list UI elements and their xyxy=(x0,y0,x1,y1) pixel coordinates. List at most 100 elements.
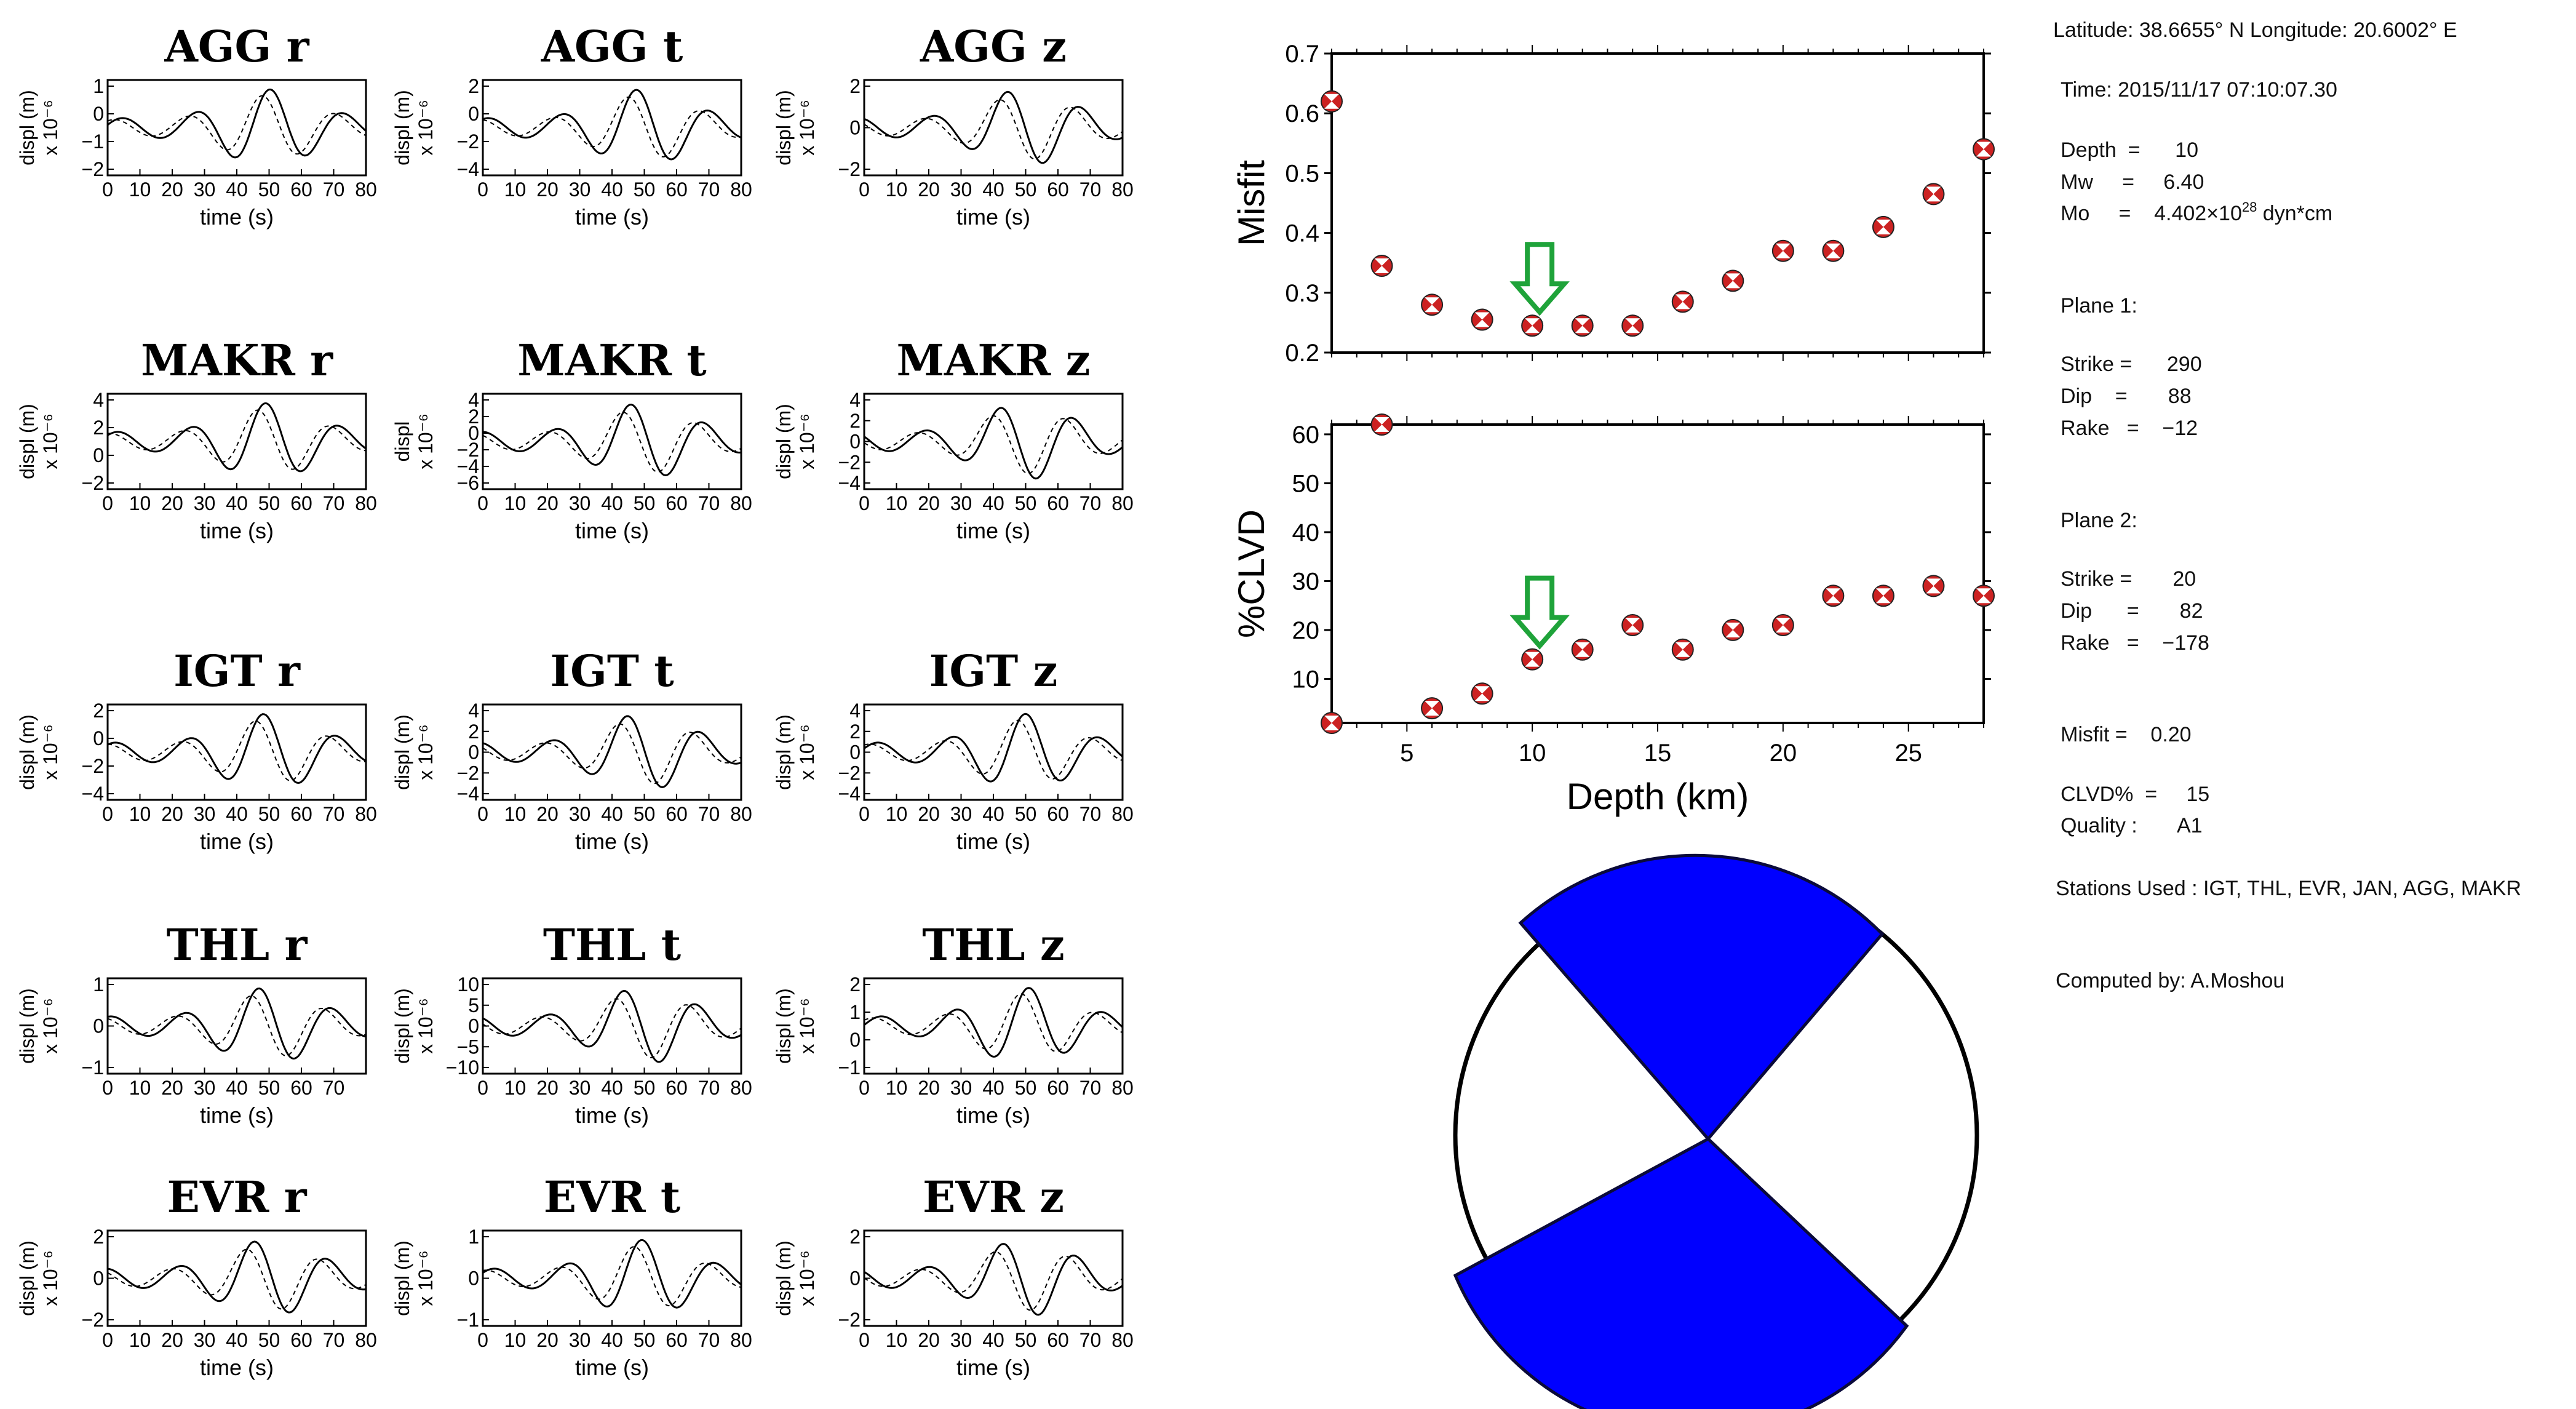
depth-solution-point xyxy=(1671,638,1694,661)
waveform-ytick-label: −1 xyxy=(457,1309,479,1331)
waveform-title: AGG z xyxy=(920,21,1067,72)
point-mechanism-dilatation xyxy=(1675,294,1690,309)
waveform-title: MAKR r xyxy=(141,335,333,386)
point-mechanism-dilatation xyxy=(1474,686,1490,701)
waveform-xtick-label: 70 xyxy=(1079,803,1102,825)
waveform-xlabel: time (s) xyxy=(956,1355,1030,1380)
waveform-observed-trace xyxy=(864,712,1123,783)
waveform-xtick-label: 10 xyxy=(129,178,151,201)
waveform-xtick-label: 80 xyxy=(355,492,377,514)
waveform-xtick-label: 40 xyxy=(601,178,623,201)
waveform-xtick-label: 30 xyxy=(194,1077,216,1099)
info-computed-by: Computed by: A.Moshou xyxy=(2056,969,2284,992)
info-plane1-title: Plane 1: xyxy=(2061,294,2137,317)
waveform-xtick-label: 70 xyxy=(323,178,345,201)
waveform-xtick-label: 70 xyxy=(1079,1077,1102,1099)
waveform-yscale: x 10⁻⁶ xyxy=(415,100,437,156)
depth-solution-point xyxy=(1822,585,1845,607)
waveform-ytick-label: −2 xyxy=(82,755,104,777)
waveform-frame xyxy=(863,703,1124,801)
waveform-xtick-label: 70 xyxy=(698,803,720,825)
waveform-xtick-label: 60 xyxy=(290,492,312,514)
y-tick-label: 0.5 xyxy=(1285,160,1319,187)
waveform-frame xyxy=(482,79,742,177)
waveform-observed-trace xyxy=(864,407,1123,480)
waveform-ytick-label: −4 xyxy=(838,783,861,805)
depth-solution-point xyxy=(1421,697,1444,720)
waveform-title: IGT r xyxy=(173,645,301,697)
waveform-xtick-label: 0 xyxy=(102,1329,113,1351)
y-axis-label: Misfit xyxy=(1231,160,1272,246)
y-axis-label: %CLVD xyxy=(1231,509,1272,638)
waveform-xtick-label: 50 xyxy=(258,803,280,825)
point-mechanism-dilatation xyxy=(1775,243,1791,258)
waveform-xtick-label: 10 xyxy=(129,803,151,825)
waveform-ytick-label: −2 xyxy=(82,1309,104,1331)
depth-solution-point xyxy=(1571,638,1594,661)
waveform-ytick-label: 2 xyxy=(93,417,104,439)
waveform-xtick-label: 30 xyxy=(194,178,216,201)
waveform-title: MAKR z xyxy=(897,335,1091,386)
waveform-ylabel: displ (m) xyxy=(391,90,413,166)
waveform-xtick-label: 30 xyxy=(194,1329,216,1351)
waveform-ytick-label: 0 xyxy=(468,1015,479,1037)
y-tick-label: 50 xyxy=(1292,470,1320,497)
info-quality: Quality : A1 xyxy=(2061,814,2203,837)
waveform-xtick-label: 0 xyxy=(859,803,870,825)
waveform-xlabel: time (s) xyxy=(200,829,274,854)
waveform-yscale: x 10⁻⁶ xyxy=(415,724,437,780)
depth-solution-point xyxy=(1521,314,1544,337)
waveform-frame xyxy=(106,977,367,1075)
waveform-xtick-label: 20 xyxy=(161,1077,183,1099)
waveform-xtick-label: 30 xyxy=(569,492,591,514)
waveform-ylabel: displ (m) xyxy=(773,714,795,790)
waveform-synthetic-trace xyxy=(482,411,742,473)
waveform-xtick-label: 10 xyxy=(886,1077,908,1099)
waveform-xtick-label: 50 xyxy=(634,1329,656,1351)
depth-solution-point xyxy=(1771,239,1794,262)
waveform-synthetic-trace xyxy=(864,415,1123,474)
waveform-observed-trace xyxy=(482,715,742,788)
waveform-ytick-label: −5 xyxy=(457,1036,479,1058)
waveform-frame xyxy=(863,1229,1124,1327)
waveform-xtick-label: 0 xyxy=(102,178,113,201)
y-tick-label: 20 xyxy=(1292,617,1320,644)
x-tick-label: 20 xyxy=(1770,740,1797,767)
waveform-title: AGG r xyxy=(164,21,309,72)
waveform-xtick-label: 0 xyxy=(102,1077,113,1099)
waveform-ytick-label: −1 xyxy=(82,1056,104,1079)
waveform-ytick-label: 0 xyxy=(93,1267,104,1290)
waveform-observed-trace xyxy=(482,404,742,477)
waveform-xtick-label: 20 xyxy=(161,803,183,825)
waveform-xlabel: time (s) xyxy=(200,1103,274,1128)
waveform-xtick-label: 60 xyxy=(666,803,688,825)
waveform-ytick-label: 0 xyxy=(468,1267,479,1290)
point-mechanism-dilatation xyxy=(1625,318,1640,333)
waveform-title: EVR r xyxy=(167,1172,307,1223)
waveform-ylabel: displ (m) xyxy=(16,90,38,166)
depth-solution-point xyxy=(1421,293,1444,316)
waveform-ytick-label: 0 xyxy=(93,103,104,125)
waveform-ylabel: displ (m) xyxy=(773,404,795,479)
waveform-frame xyxy=(482,703,742,801)
point-mechanism-dilatation xyxy=(1425,701,1440,716)
waveform-xlabel: time (s) xyxy=(200,1355,274,1380)
waveform-frame xyxy=(482,1229,742,1327)
info-plane1-strike: Strike = 290 xyxy=(2061,353,2202,376)
waveform-synthetic-trace xyxy=(107,1248,367,1310)
depth-solution-point xyxy=(1621,613,1644,636)
waveform-xtick-label: 10 xyxy=(886,178,908,201)
depth-solution-point xyxy=(1922,575,1945,597)
waveform-xtick-label: 60 xyxy=(1047,1329,1069,1351)
waveform-ytick-label: 1 xyxy=(468,1226,479,1248)
waveform-xtick-label: 80 xyxy=(1111,1329,1134,1351)
waveform-ytick-label: −2 xyxy=(838,762,861,784)
waveform-xtick-label: 30 xyxy=(569,803,591,825)
waveform-ytick-label: 0 xyxy=(849,741,861,764)
waveform-synthetic-trace xyxy=(482,998,742,1059)
waveform-ytick-label: −4 xyxy=(457,783,479,805)
point-mechanism-dilatation xyxy=(1525,318,1540,333)
waveform-xtick-label: 10 xyxy=(886,492,908,514)
